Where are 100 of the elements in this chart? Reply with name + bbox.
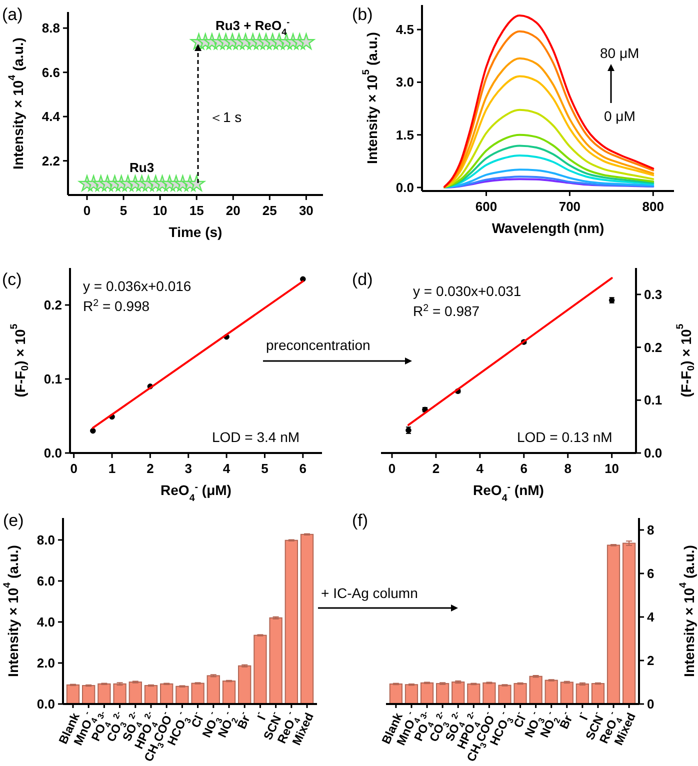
annotation: preconcentration (266, 337, 370, 353)
bar (389, 683, 403, 704)
y-tick-label: 0.0 (396, 180, 414, 195)
x-axis-title: ReO$_{4}$$^{-}$ (μM) (160, 482, 232, 504)
x-tick-label: 5 (120, 203, 128, 218)
y2-tick-label: 0.1 (644, 392, 662, 408)
y2-tick-label: 0.3 (644, 286, 662, 302)
y-tick-label: 4.0 (36, 614, 55, 630)
x-tick-label: 8 (564, 461, 572, 476)
bar (436, 683, 450, 704)
y2-tick-label: 0.0 (644, 446, 662, 460)
bar (98, 683, 111, 704)
chart-title: (b) (352, 5, 373, 24)
bar (206, 675, 220, 704)
x-tick-label: 800 (642, 199, 664, 214)
y-tick-label: 4.5 (396, 22, 414, 38)
bar (576, 683, 589, 704)
line-series (444, 154, 654, 188)
bar (514, 683, 527, 704)
bar (467, 683, 480, 704)
x-tick-label: 2 (432, 461, 440, 476)
x-tick-label: 2 (146, 461, 154, 476)
chart-title: (c) (2, 270, 22, 289)
annotation: y = 0.036x+0.016 (83, 278, 192, 294)
annotation: 80 μM (600, 45, 640, 61)
x-tick-label: 30 (298, 203, 314, 218)
x-tick-label: 1 (108, 461, 116, 476)
bar (144, 685, 158, 704)
bar (300, 534, 314, 704)
y-tick-label: 8.8 (42, 20, 60, 36)
bar (66, 684, 80, 704)
x-tick-label: 6 (520, 461, 528, 476)
annotation: 0 μM (604, 108, 636, 124)
bar (82, 685, 96, 704)
x-tick-label: 600 (475, 199, 498, 214)
point (90, 428, 96, 434)
bar (176, 686, 189, 704)
line-series (444, 168, 654, 188)
y2-tick-label: 6 (647, 566, 654, 581)
bar (113, 683, 126, 704)
annotation: LOD = 0.13 nM (517, 429, 612, 445)
x-tick-label: 4 (476, 461, 484, 476)
y-tick-label: 0.1 (44, 372, 62, 386)
x-tick-label: 25 (262, 203, 277, 218)
bar (529, 676, 542, 704)
bar (560, 682, 574, 704)
chart-title: (d) (352, 270, 373, 289)
chart-title: (e) (3, 511, 24, 530)
series-label: Ru3 (130, 160, 154, 175)
bar (498, 684, 512, 704)
x-tick-label: 0 (83, 203, 91, 218)
bar (622, 542, 636, 704)
y-tick-label: 8.0 (36, 532, 55, 548)
annotation: ＜1 s (209, 109, 242, 125)
y-tick-label: 1.5 (396, 127, 414, 142)
x-tick-label: 6 (299, 461, 307, 476)
bar (606, 544, 620, 704)
x-axis-title: ReO$_{4}$$^{-}$ (nM) (473, 482, 544, 504)
bar (591, 683, 605, 704)
x-tick-label: 10 (604, 461, 620, 476)
x-tick-label: 0 (388, 461, 396, 476)
bar (420, 682, 434, 704)
y-tick-label: 2.0 (36, 655, 55, 670)
annotation: + IC-Ag column (321, 585, 418, 601)
y2-tick-label: 4 (647, 609, 655, 624)
x-tick-label: 4 (222, 461, 231, 476)
y-tick-label: 6.0 (36, 573, 55, 588)
y-tick-label: 4.4 (42, 109, 61, 124)
bar (254, 634, 267, 704)
y2-tick-label: 0 (647, 696, 654, 712)
bar (452, 682, 465, 704)
bar (269, 617, 282, 704)
annotation: R$^{2}$ = 0.987 (413, 302, 480, 319)
line-series (444, 134, 654, 188)
line-series (444, 176, 654, 188)
bar (482, 682, 496, 704)
y-tick-label: 0.2 (44, 298, 62, 312)
annotation: y = 0.030x+0.031 (413, 283, 522, 299)
y-tick-label: 3.0 (396, 74, 414, 90)
x-tick-label: 10 (152, 203, 168, 218)
line-series (444, 144, 654, 188)
x-tick-label: 5 (261, 461, 268, 476)
y2-tick-label: 2 (647, 652, 654, 668)
x-tick-label: 700 (558, 199, 581, 214)
bar (160, 683, 174, 704)
y2-tick-label: 8 (647, 522, 654, 538)
chart-title: (a) (2, 5, 23, 24)
bar (284, 540, 298, 704)
bar (404, 684, 418, 704)
annotation: LOD = 3.4 nM (212, 429, 300, 445)
y-tick-label: 0.0 (44, 446, 62, 460)
x-tick-label: 0 (70, 461, 78, 476)
x-axis-title: Wavelength (nm) (492, 220, 604, 236)
y-tick-label: 6.6 (42, 64, 60, 80)
x-axis-title: Time (s) (168, 224, 222, 240)
bar (128, 682, 142, 704)
y-tick-label: 0.0 (36, 696, 55, 712)
bar (544, 680, 558, 704)
annotation: R$^{2}$ = 0.998 (83, 298, 150, 314)
bar (222, 680, 236, 704)
